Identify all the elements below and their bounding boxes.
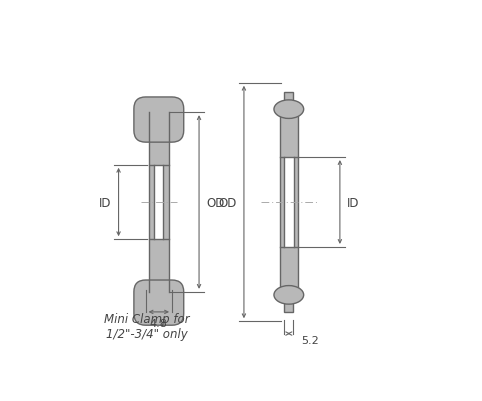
Text: OD: OD xyxy=(207,196,225,209)
Bar xyxy=(280,110,298,295)
Bar xyxy=(149,113,169,292)
Text: 4.8: 4.8 xyxy=(150,318,168,328)
Ellipse shape xyxy=(274,101,304,119)
Text: Mini Clamp for
1/2"-3/4" only: Mini Clamp for 1/2"-3/4" only xyxy=(104,312,189,340)
Bar xyxy=(284,295,293,312)
Text: 5.2: 5.2 xyxy=(301,335,319,345)
Text: OD: OD xyxy=(219,196,237,209)
Bar xyxy=(284,158,294,247)
FancyBboxPatch shape xyxy=(134,280,184,325)
Bar xyxy=(284,93,293,110)
FancyBboxPatch shape xyxy=(134,98,184,143)
Text: ID: ID xyxy=(347,196,359,209)
Text: ID: ID xyxy=(99,196,112,209)
Bar xyxy=(154,166,163,239)
Ellipse shape xyxy=(274,286,304,304)
